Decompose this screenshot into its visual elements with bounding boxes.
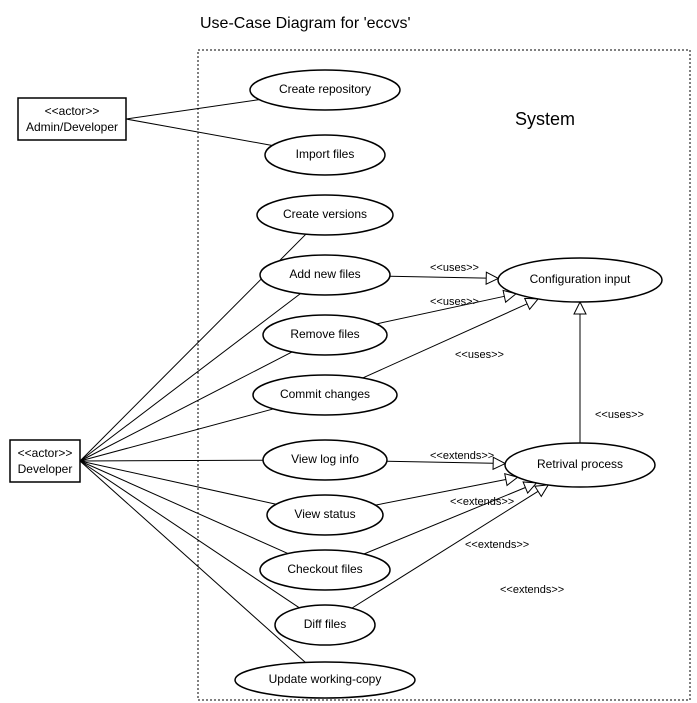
actor-link bbox=[80, 409, 273, 461]
arrowhead-icon bbox=[574, 302, 586, 314]
relation-edge bbox=[363, 304, 527, 378]
actor-link bbox=[80, 461, 276, 504]
actor-link bbox=[80, 461, 288, 554]
svg-text:<<uses>>: <<uses>> bbox=[455, 349, 504, 361]
arrowhead-icon bbox=[535, 485, 548, 496]
svg-text:<<extends>>: <<extends>> bbox=[500, 584, 564, 596]
svg-text:View log info: View log info bbox=[291, 452, 359, 466]
svg-text:Developer: Developer bbox=[18, 462, 73, 476]
actor-link bbox=[80, 461, 299, 608]
actor-link bbox=[126, 100, 259, 119]
actor-link bbox=[80, 460, 263, 461]
arrowhead-icon bbox=[486, 272, 498, 284]
actor-link bbox=[80, 352, 292, 461]
svg-text:Remove files: Remove files bbox=[290, 327, 359, 341]
usecase-diagram: <<uses>> <<uses>> <<uses>> <<uses>> <<extend… bbox=[0, 0, 697, 703]
svg-text:Admin/Developer: Admin/Developer bbox=[26, 120, 118, 134]
svg-text:Checkout files: Checkout files bbox=[287, 562, 362, 576]
svg-text:<<actor>>: <<actor>> bbox=[45, 104, 100, 118]
svg-text:<<actor>>: <<actor>> bbox=[18, 446, 73, 460]
relation-edge bbox=[390, 276, 486, 278]
svg-text:<<extends>>: <<extends>> bbox=[465, 539, 529, 551]
svg-text:<<uses>>: <<uses>> bbox=[430, 262, 479, 274]
svg-text:<<uses>>: <<uses>> bbox=[595, 409, 644, 421]
svg-text:<<extends>>: <<extends>> bbox=[450, 496, 514, 508]
svg-text:Create versions: Create versions bbox=[283, 207, 367, 221]
actor-link bbox=[80, 294, 301, 461]
svg-text:Create repository: Create repository bbox=[279, 82, 371, 96]
svg-text:Retrival process: Retrival process bbox=[537, 457, 623, 471]
arrowhead-icon bbox=[493, 457, 505, 469]
svg-text:Commit changes: Commit changes bbox=[280, 387, 370, 401]
actor-link bbox=[126, 119, 272, 145]
svg-text:Use-Case Diagram for 'eccvs': Use-Case Diagram for 'eccvs' bbox=[200, 15, 411, 32]
svg-text:View status: View status bbox=[294, 507, 355, 521]
svg-text:Import files: Import files bbox=[296, 147, 355, 161]
svg-text:<<uses>>: <<uses>> bbox=[430, 296, 479, 308]
svg-text:Diff files: Diff files bbox=[304, 617, 346, 631]
svg-text:System: System bbox=[515, 109, 575, 129]
arrowhead-icon bbox=[523, 482, 536, 493]
arrowhead-icon bbox=[525, 298, 538, 309]
svg-text:Add new files: Add new files bbox=[289, 267, 360, 281]
svg-text:Update working-copy: Update working-copy bbox=[269, 672, 382, 686]
svg-text:<<extends>>: <<extends>> bbox=[430, 450, 494, 462]
svg-text:Configuration input: Configuration input bbox=[530, 272, 631, 286]
